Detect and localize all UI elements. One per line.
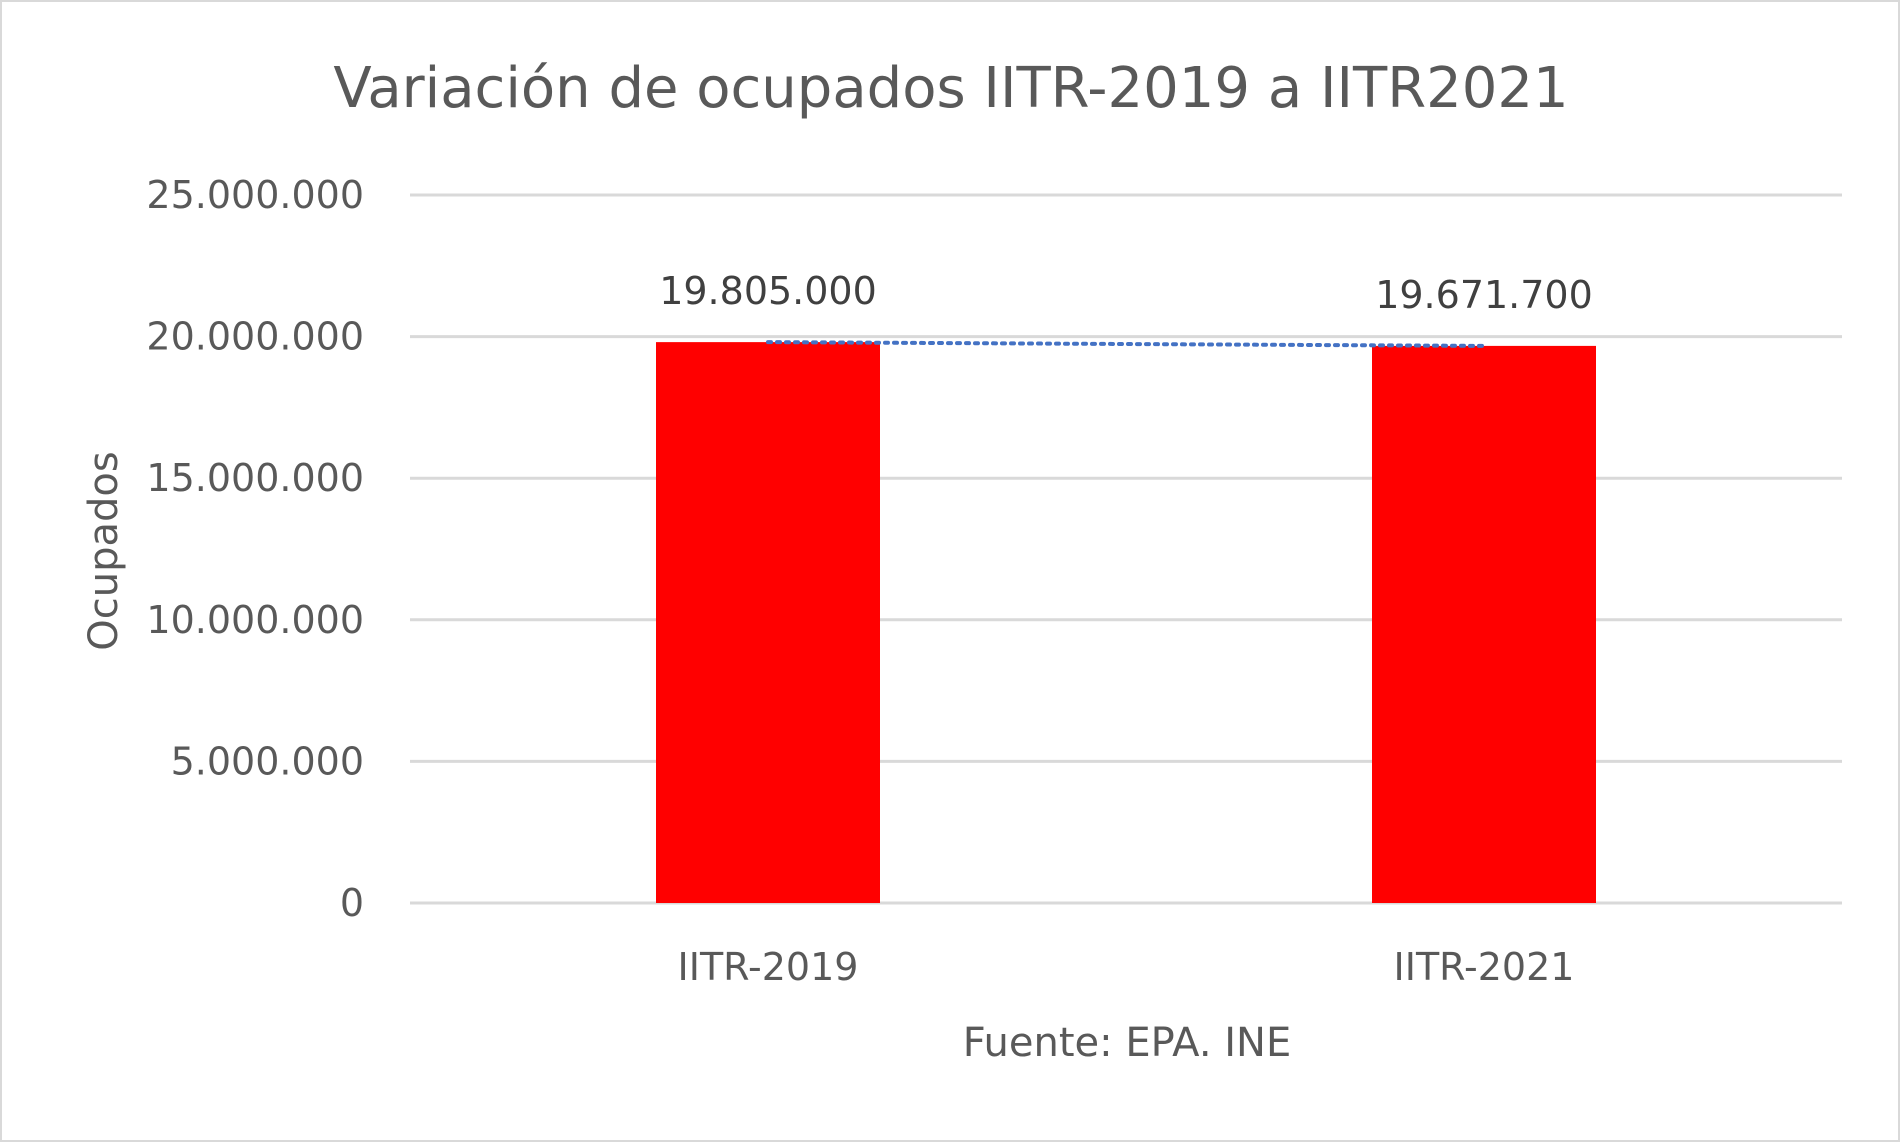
data-label: 19.671.700 <box>1375 273 1593 317</box>
x-axis-label: Fuente: EPA. INE <box>963 1020 1292 1066</box>
y-tick-label: 10.000.000 <box>146 598 364 642</box>
y-tick-label: 20.000.000 <box>146 315 364 359</box>
chart-title: Variación de ocupados IITR-2019 a IITR20… <box>333 56 1568 121</box>
bar <box>656 342 880 903</box>
bar <box>1372 345 1596 903</box>
y-tick-label: 5.000.000 <box>171 739 364 783</box>
y-tick-label: 0 <box>340 881 364 925</box>
y-tick-label: 15.000.000 <box>146 456 364 500</box>
y-axis-label: Ocupados <box>81 451 127 650</box>
x-tick-label: IITR-2021 <box>1394 945 1575 989</box>
data-label: 19.805.000 <box>659 269 877 313</box>
y-tick-label: 25.000.000 <box>146 173 364 217</box>
trendline <box>766 340 1486 348</box>
x-tick-label: IITR-2019 <box>678 945 859 989</box>
